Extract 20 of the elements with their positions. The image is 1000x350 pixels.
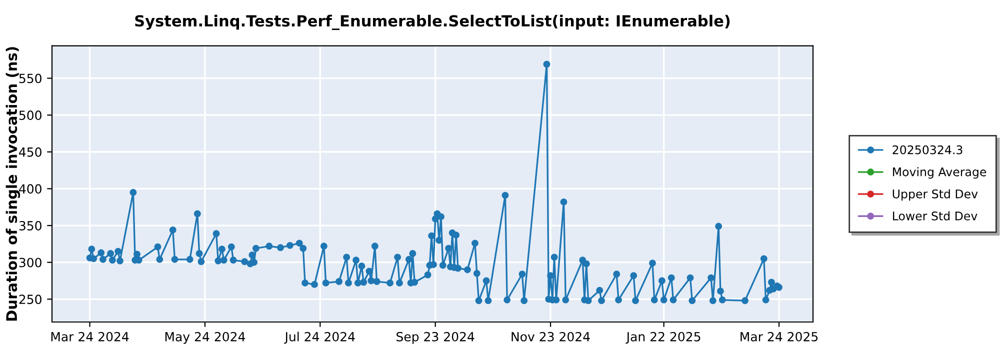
legend-label: Upper Std Dev <box>892 189 978 201</box>
y-tick-label: 500 <box>19 110 42 120</box>
x-tick-label: Mar 24 2024 <box>51 332 129 342</box>
y-axis-title: Duration of single invocation (ns) <box>6 47 20 321</box>
x-tick-label: Nov 23 2024 <box>512 332 590 342</box>
chart-title: System.Linq.Tests.Perf_Enumerable.SelectToList(input: IEnumerable) <box>135 14 730 30</box>
x-tick-label: Sep 23 2024 <box>396 332 474 344</box>
x-tick-label: Mar 24 2025 <box>740 332 818 342</box>
x-tick-label: May 24 2024 <box>165 332 246 344</box>
legend-label: Moving Average <box>893 167 986 179</box>
x-tick-label: Jul 24 2024 <box>284 332 355 344</box>
y-tick-label: 450 <box>19 147 42 157</box>
y-tick-label: 250 <box>19 294 42 304</box>
x-tick-label: Jan 22 2025 <box>626 332 700 344</box>
y-tick-label: 550 <box>19 74 42 84</box>
y-tick-label: 350 <box>19 221 42 230</box>
y-tick-label: 300 <box>19 258 42 268</box>
legend-label: Lower Std Dev <box>893 211 978 220</box>
legend-label: 20250324.3 <box>892 145 962 154</box>
y-tick-label: 400 <box>19 184 42 194</box>
